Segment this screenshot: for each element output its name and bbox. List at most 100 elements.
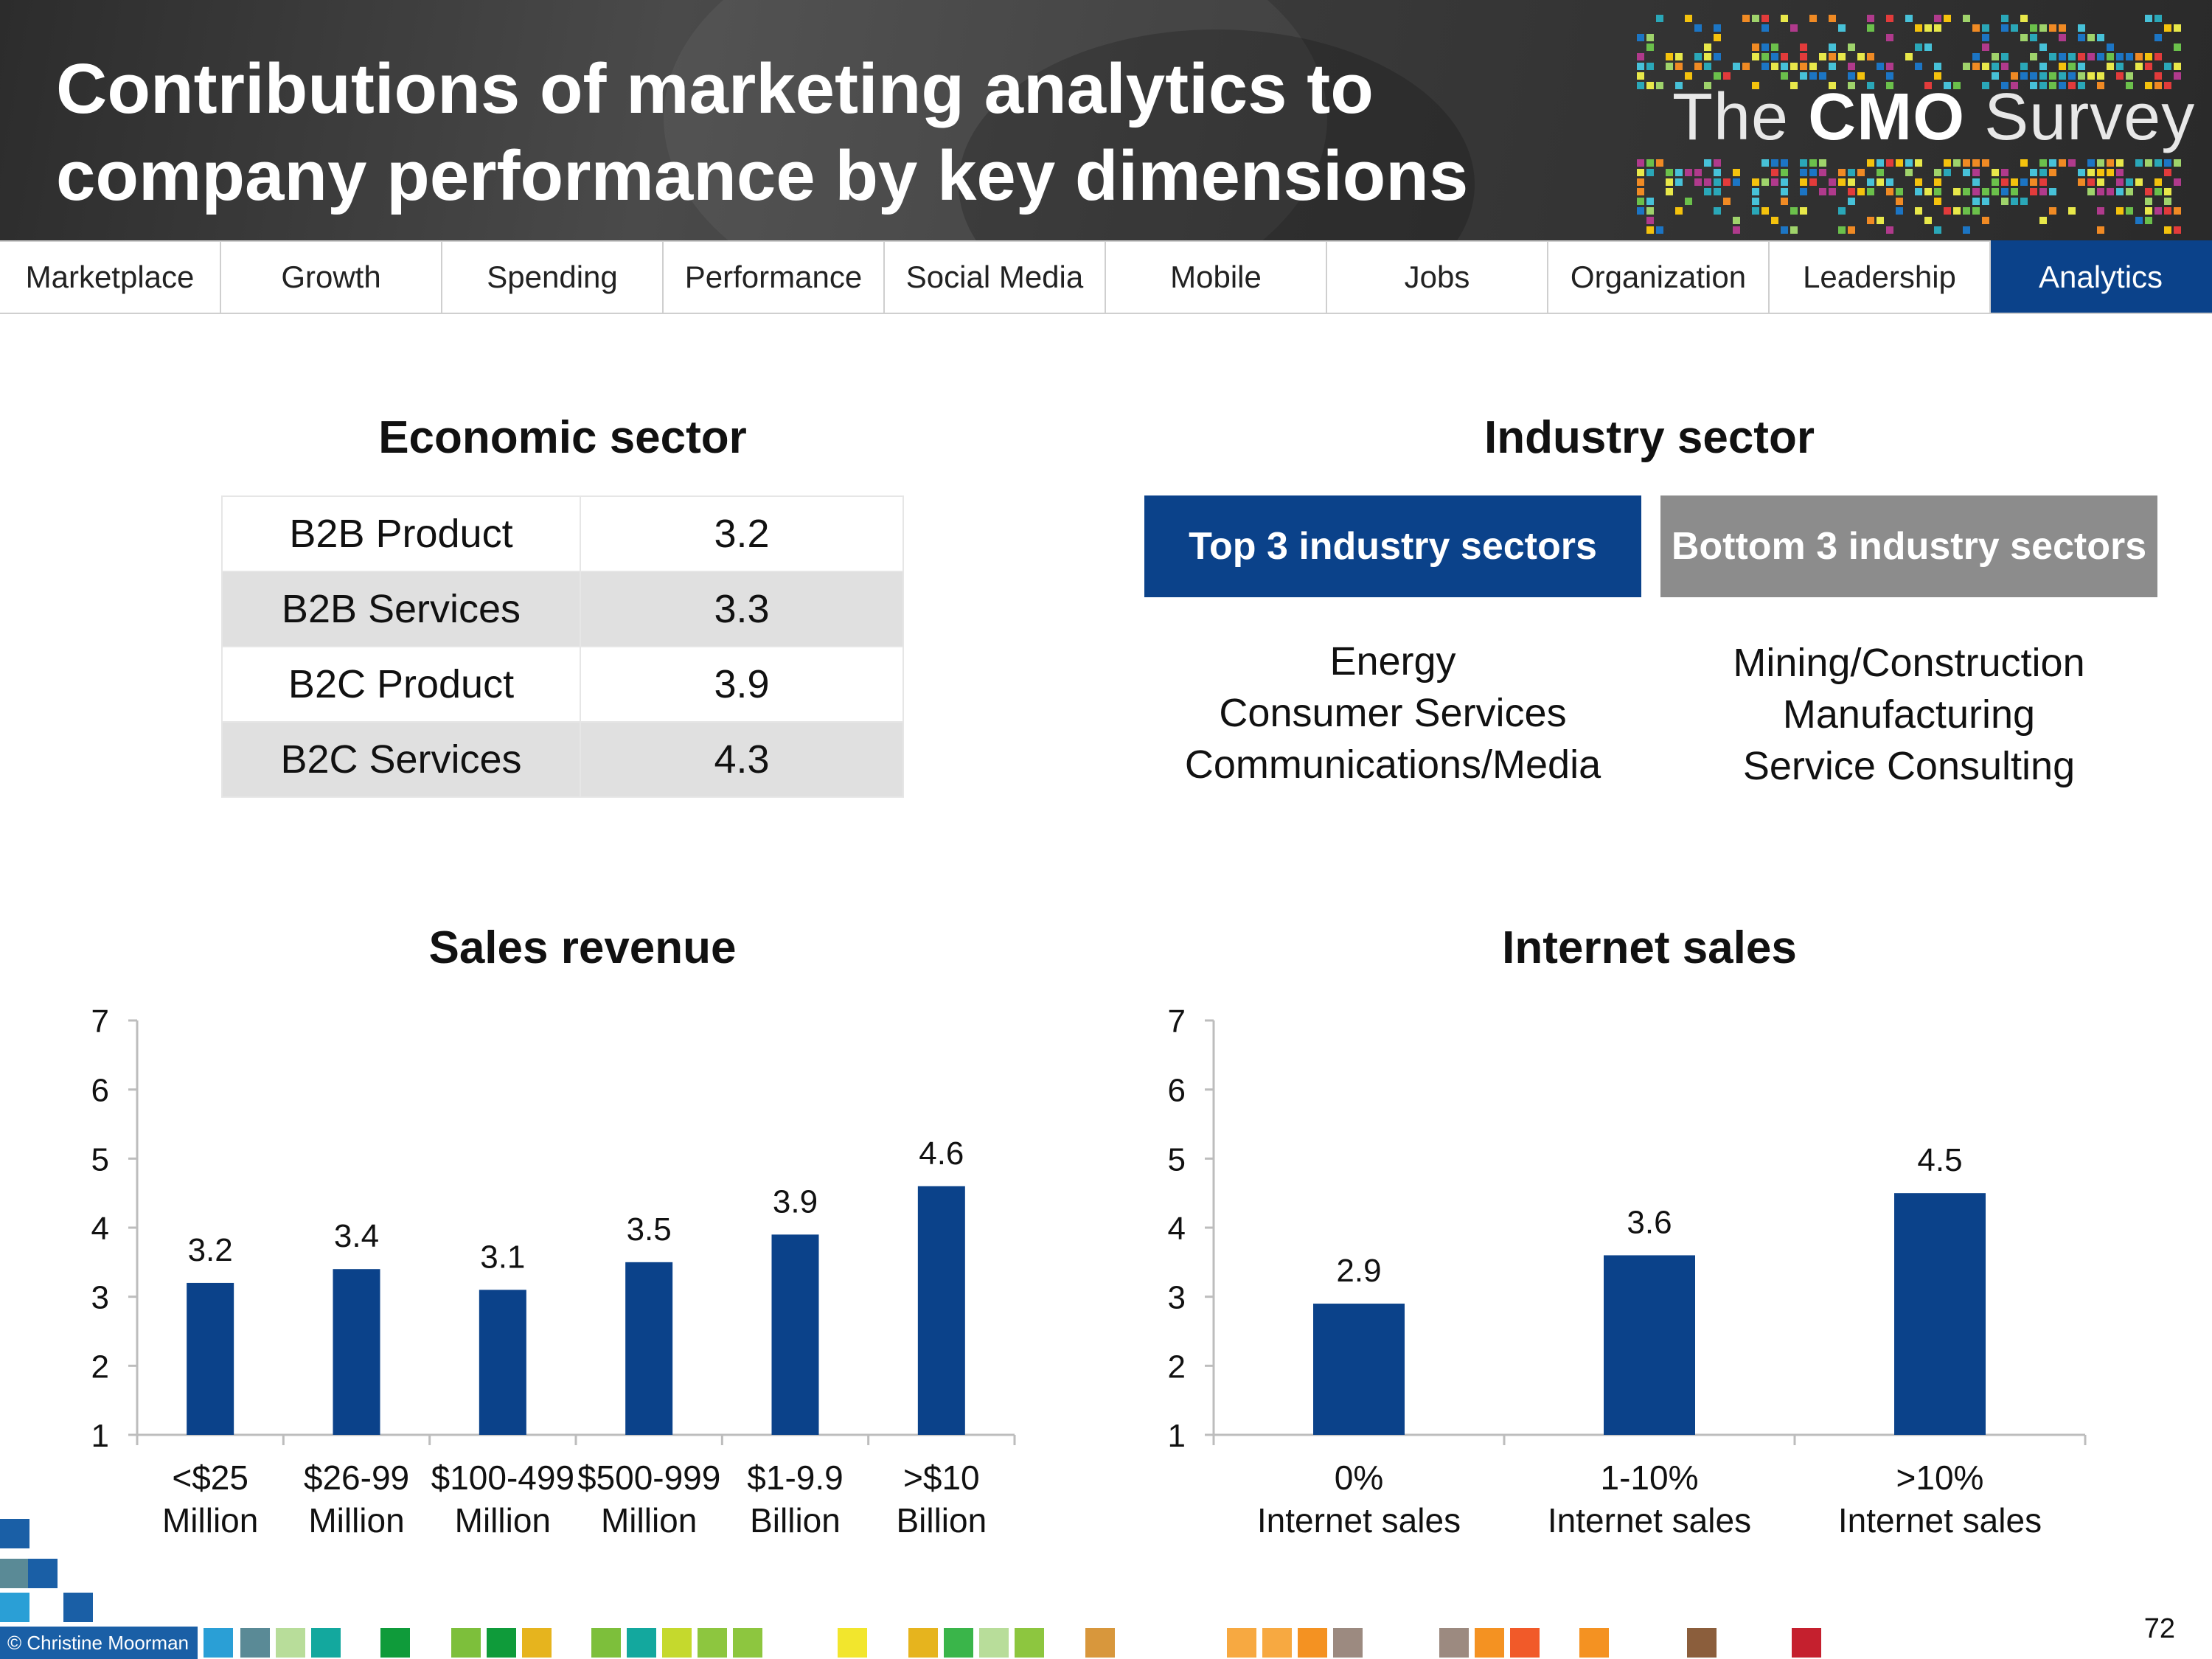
decor-square [1085, 1628, 1115, 1658]
logo-pixel [1704, 63, 1711, 70]
logo-cmo: CMO [1808, 80, 1966, 154]
logo-pixel [1953, 159, 1961, 167]
logo-pixel [1704, 53, 1711, 60]
logo-pixel [1761, 24, 1769, 32]
logo-pixel [1723, 72, 1731, 80]
tab-marketplace[interactable]: Marketplace [0, 240, 221, 313]
logo-pixel [1800, 63, 1807, 70]
logo-pixel [1637, 188, 1644, 195]
logo-pixel [2030, 178, 2037, 186]
logo-pixel [2030, 53, 2037, 60]
logo-pixel [1781, 53, 1788, 60]
logo-pixel [1781, 159, 1788, 167]
logo-pixel [2107, 188, 2114, 195]
tab-performance[interactable]: Performance [664, 240, 885, 313]
logo-pixel [1790, 207, 1798, 215]
tab-organization[interactable]: Organization [1548, 240, 1770, 313]
decor-square [698, 1628, 727, 1658]
y-tick-label: 7 [91, 1004, 109, 1040]
logo-pixel [1896, 159, 1903, 167]
bottom-industry-sectors-header: Bottom 3 industry sectors [1660, 495, 2157, 597]
cmo-survey-logo-pixels [1637, 15, 2181, 234]
logo-pixel [1848, 63, 1855, 70]
logo-pixel [1953, 82, 1961, 89]
logo-pixel [1886, 188, 1893, 195]
category-label: $1-9.9 [747, 1458, 843, 1497]
logo-pixel [2049, 24, 2056, 32]
logo-pixel [2174, 44, 2181, 51]
logo-pixel [2126, 188, 2133, 195]
logo-pixel [2126, 72, 2133, 80]
logo-pixel [1809, 159, 1817, 167]
tab-social-media[interactable]: Social Media [885, 240, 1106, 313]
logo-pixel [1714, 24, 1721, 32]
logo-pixel [1982, 198, 1989, 205]
logo-pixel [1896, 207, 1903, 215]
logo-pixel [2078, 82, 2085, 89]
category-label: <$25 [172, 1458, 248, 1497]
tab-growth[interactable]: Growth [221, 240, 442, 313]
tab-mobile[interactable]: Mobile [1106, 240, 1327, 313]
logo-pixel [2174, 159, 2181, 167]
logo-pixel [2039, 217, 2047, 224]
logo-pixel [2030, 188, 2037, 195]
logo-pixel [1771, 53, 1778, 60]
logo-pixel [1781, 63, 1788, 70]
logo-pixel [1646, 198, 1654, 205]
logo-pixel [1838, 169, 1846, 176]
logo-pixel [2049, 188, 2056, 195]
data-label: 3.1 [480, 1239, 525, 1275]
logo-pixel [2097, 82, 2104, 89]
logo-pixel [1733, 169, 1740, 176]
decor-square [1262, 1628, 1292, 1658]
logo-pixel [2001, 198, 2008, 205]
logo-pixel [1972, 207, 1980, 215]
logo-pixel [1666, 178, 1673, 186]
logo-pixel [1694, 53, 1702, 60]
decor-square [733, 1628, 762, 1658]
logo-pixel [1915, 63, 1922, 70]
logo-pixel [2126, 82, 2133, 89]
logo-pixel [1838, 24, 1846, 32]
logo-pixel [2059, 24, 2066, 32]
tab-spending[interactable]: Spending [442, 240, 664, 313]
logo-pixel [2135, 63, 2143, 70]
logo-pixel [2126, 53, 2133, 60]
logo-pixel [1761, 44, 1769, 51]
logo-pixel [1896, 198, 1903, 205]
logo-pixel [2087, 169, 2095, 176]
logo-pixel [1675, 82, 1683, 89]
logo-pixel [1934, 15, 1941, 22]
y-tick-label: 4 [91, 1211, 109, 1247]
logo-pixel [1790, 63, 1798, 70]
category-label: Million [455, 1501, 551, 1540]
table-row: B2C Product 3.9 [221, 646, 904, 723]
logo-pixel [1992, 188, 1999, 195]
row-label: B2C Services [221, 721, 581, 798]
logo-pixel [1924, 44, 1932, 51]
tab-leadership[interactable]: Leadership [1770, 240, 1991, 313]
logo-pixel [1646, 226, 1654, 234]
page-number: 72 [2143, 1613, 2175, 1644]
decor-square [0, 1519, 29, 1548]
logo-pixel [2068, 207, 2076, 215]
list-item: Energy [1329, 639, 1456, 684]
decor-square [944, 1628, 973, 1658]
logo-pixel [1934, 169, 1941, 176]
logo-pixel [2001, 63, 2008, 70]
logo-pixel [1838, 226, 1846, 234]
logo-pixel [2039, 44, 2047, 51]
logo-pixel [1666, 188, 1673, 195]
logo-pixel [2059, 82, 2066, 89]
tab-jobs[interactable]: Jobs [1327, 240, 1548, 313]
logo-pixel [2039, 169, 2047, 176]
decor-square [1510, 1628, 1540, 1658]
logo-pixel [2087, 178, 2095, 186]
logo-pixel [1877, 63, 1884, 70]
logo-pixel [2164, 159, 2171, 167]
logo-pixel [1714, 169, 1721, 176]
logo-pixel [2078, 34, 2085, 41]
logo-pixel [2107, 63, 2114, 70]
logo-pixel [1963, 207, 1970, 215]
tab-analytics[interactable]: Analytics [1991, 240, 2212, 313]
